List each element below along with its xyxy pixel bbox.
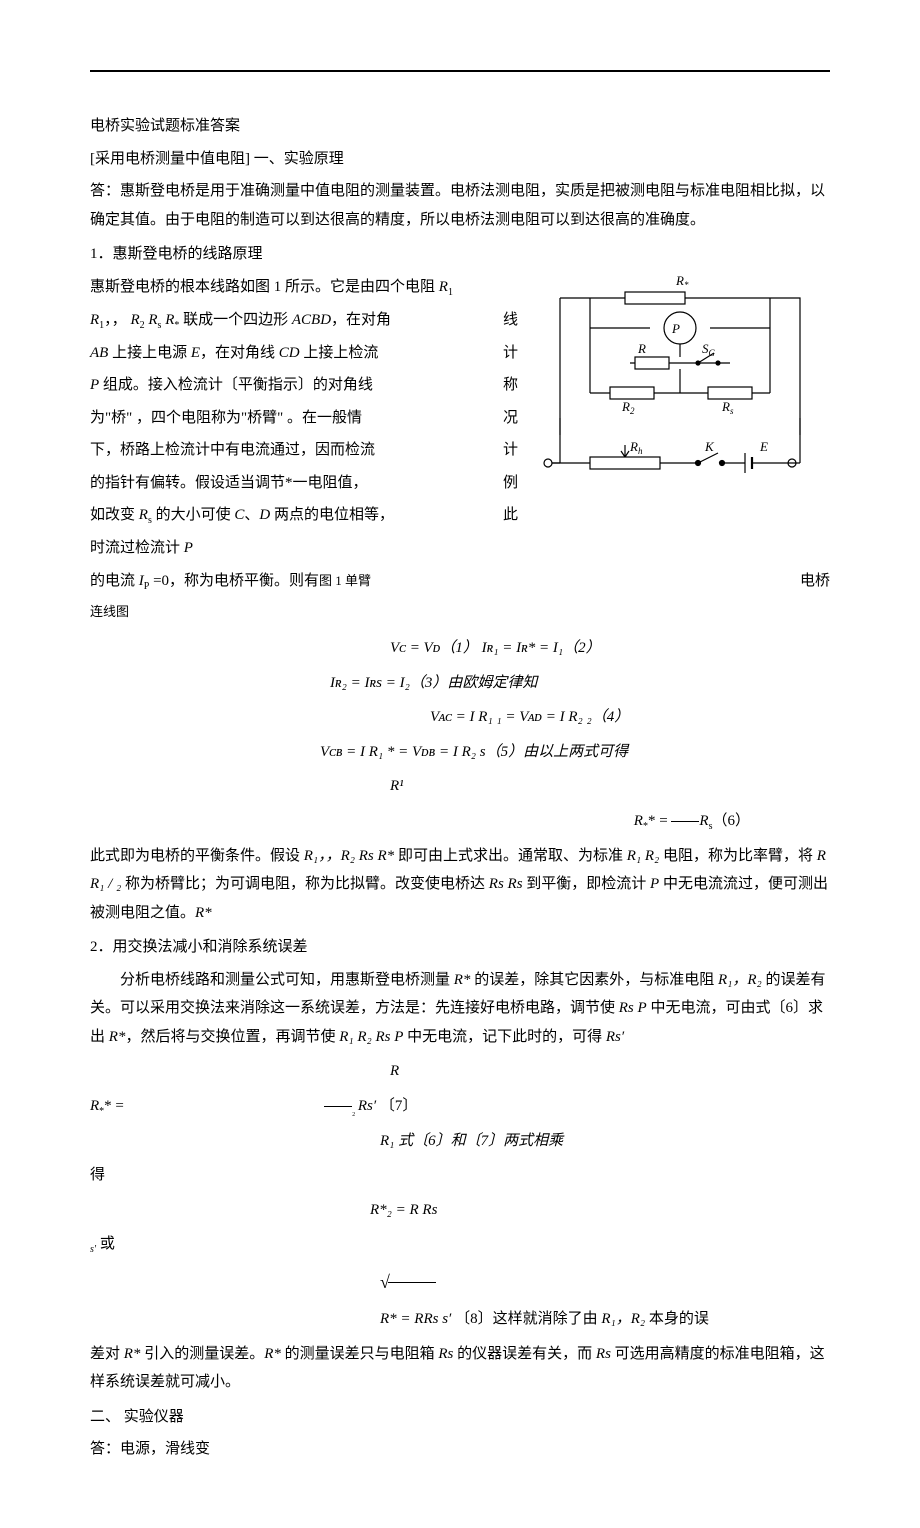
wrap-line-4: P 组成。接入检流计〔平衡指示〕的对角线 称	[90, 371, 518, 400]
doc-subtitle: [采用电桥测量中值电阻] 一、实验原理	[90, 145, 830, 174]
principle-wrap-zone: R* P R SG R2 Rs Rh K E 惠斯登电桥的根本线路如图 1 所示…	[90, 273, 830, 625]
header-rule	[90, 70, 830, 72]
svg-text:Rs: Rs	[721, 399, 734, 416]
section-1-heading: 1．惠斯登电桥的线路原理	[90, 240, 830, 269]
equation-7-bot: R₁ 式〔6〕和〔7〕两式相乘	[90, 1127, 830, 1156]
wrap-line-10: 的电流 IP =0，称为电桥平衡。则有图 1 单臂 电桥	[90, 567, 830, 596]
after-eq6-paragraph: 此式即为电桥的平衡条件。假设 R₁，，R₂ Rs R* 即可由上式求出。通常取、…	[90, 842, 830, 928]
equation-4: Vᴀᴄ = I R₁ ₁ = Vᴀᴅ = I R₂ ₂（4）	[90, 703, 830, 732]
wrap-line-8: 如改变 Rs 的大小可使 C、D 两点的电位相等， 此	[90, 501, 518, 530]
section-2-heading: 2．用交换法减小和消除系统误差	[90, 933, 830, 962]
section-2-tail: 差对 R* 引入的测量误差。R* 的测量误差只与电阻箱 Rs 的仪器误差有关，而…	[90, 1340, 830, 1397]
svg-text:R*: R*	[675, 273, 689, 290]
svg-text:Rh: Rh	[629, 439, 643, 456]
equation-r1: R¹	[90, 772, 830, 801]
equation-7: R** = ₂ Rs′ 〔7〕	[90, 1092, 830, 1121]
equation-3: Iʀ₂ = Iʀs = I₂（3）由欧姆定律知	[90, 669, 830, 698]
doc-title: 电桥实验试题标准答案	[90, 112, 830, 141]
equation-8: R* = RRs s′ 〔8〕这样就消除了由 R₁，R₂ 本身的误	[90, 1305, 830, 1334]
svg-text:R: R	[637, 341, 646, 356]
svg-text:R2: R2	[621, 399, 635, 416]
svg-text:E: E	[759, 439, 768, 454]
wrap-line-6: 下，桥路上检流计中有电流通过，因而检流计	[90, 436, 518, 465]
sqrt-symbol: √	[90, 1265, 830, 1299]
equation-5: Vᴄʙ = I R₁ * = Vᴅʙ = I R₂ s（5）由以上两式可得	[90, 738, 830, 767]
equation-8a: R*₂ = R Rs	[90, 1196, 830, 1225]
wrap-line-3: AB 上接上电源 E，在对角线 CD 上接上检流 计	[90, 339, 518, 368]
circuit-svg: R* P R SG R2 Rs Rh K E	[530, 273, 830, 503]
circuit-figure: R* P R SG R2 Rs Rh K E	[530, 273, 830, 503]
huo-line: s′ 或	[90, 1230, 830, 1259]
section-3-heading: 二、 实验仪器	[90, 1403, 830, 1432]
wrap-line-11: 连线图	[90, 600, 830, 625]
wrap-line-9: 时流过检流计 P	[90, 534, 830, 563]
intro-paragraph: 答：惠斯登电桥是用于准确测量中值电阻的测量装置。电桥法测电阻，实质是把被测电阻与…	[90, 177, 830, 234]
wrap-line-5: 为"桥" ，四个电阻称为"桥臂" 。在一般情况	[90, 404, 518, 433]
de-word: 得	[90, 1161, 830, 1190]
equation-7-top: R	[90, 1057, 830, 1086]
equation-6: R** = Rs（6）	[90, 807, 830, 836]
wrap-line-7: 的指针有偏转。假设适当调节*一电阻值，例	[90, 469, 518, 498]
equation-1-2: Vᴄ = Vᴅ（1） Iʀ₁ = Iʀ* = I₁（2）	[90, 634, 830, 663]
svg-text:P: P	[671, 321, 680, 336]
svg-text:SG: SG	[702, 341, 716, 358]
section-2-paragraph: 分析电桥线路和测量公式可知，用惠斯登电桥测量 R* 的误差，除其它因素外，与标准…	[90, 966, 830, 1052]
wrap-line-2: R1，， R2 Rs R* 联成一个四边形 ACBD，在对角 线	[90, 306, 518, 335]
svg-text:K: K	[704, 439, 715, 454]
section-3-body: 答：电源，滑线变	[90, 1435, 830, 1464]
